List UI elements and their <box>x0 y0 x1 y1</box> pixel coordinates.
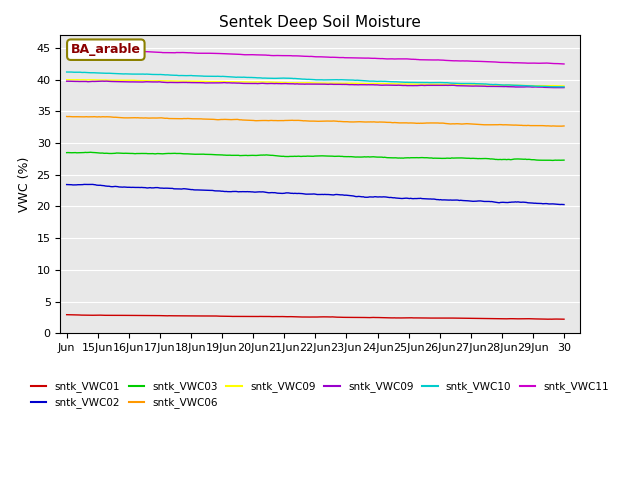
Y-axis label: VWC (%): VWC (%) <box>18 156 31 212</box>
Text: BA_arable: BA_arable <box>71 43 141 56</box>
Legend: sntk_VWC01, sntk_VWC02, sntk_VWC03, sntk_VWC06, sntk_VWC09, sntk_VWC09, sntk_VWC: sntk_VWC01, sntk_VWC02, sntk_VWC03, sntk… <box>27 377 613 412</box>
Title: Sentek Deep Soil Moisture: Sentek Deep Soil Moisture <box>219 15 421 30</box>
